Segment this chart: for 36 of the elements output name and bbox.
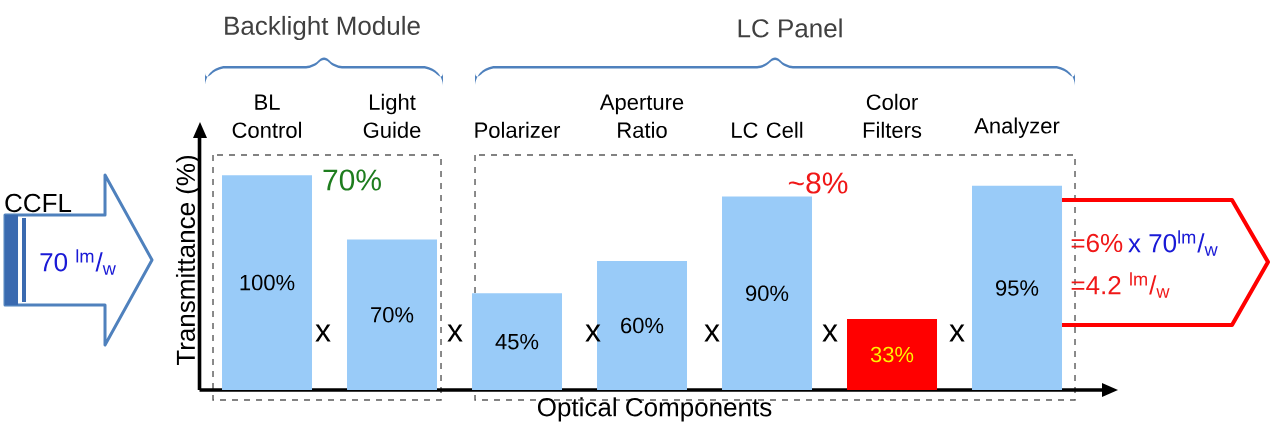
bar	[222, 175, 313, 390]
x-tick-label: LC Cell	[732, 121, 803, 138]
x-tick-label: Aperture Ratio	[599, 94, 684, 138]
annotation: x	[704, 324, 720, 342]
data-label: 45%	[495, 333, 539, 350]
annotation: x	[447, 324, 463, 342]
x-tick-label: Analyzer	[974, 117, 1060, 138]
x-tick-label: BL Control	[232, 94, 301, 138]
y-axis-title: Transmittance (%)	[175, 155, 201, 366]
annotation: x	[315, 324, 331, 342]
annotation: 70%	[323, 169, 381, 191]
text: Backlight Module	[225, 15, 420, 41]
text: LC Panel	[738, 18, 842, 38]
data-label: 70%	[371, 307, 414, 323]
x-tick-label: Color Filters	[863, 93, 922, 138]
bar	[472, 293, 563, 390]
text: CCFL	[5, 193, 72, 213]
annotation: ~8%	[788, 172, 848, 194]
x-tick-label: Polarizer	[475, 121, 561, 138]
data-label: 90%	[746, 285, 789, 302]
annotation: x	[585, 324, 601, 342]
data-label: 60%	[621, 317, 664, 334]
annotation: =4.2 $^{lm}$/$_{w}$	[1071, 272, 1170, 298]
data-label: 33%	[870, 346, 914, 363]
bar	[722, 196, 813, 390]
annotation: x	[822, 324, 838, 342]
annotation: =6%	[1071, 233, 1123, 253]
x-axis-title: Optical Components	[537, 397, 772, 422]
data-label: 95%	[996, 280, 1039, 296]
bar	[347, 239, 438, 390]
text: 70 $^{lm}$/$_{w}$	[40, 249, 116, 275]
x-tick-label: Light Guide	[363, 93, 421, 138]
annotation: x	[949, 324, 965, 342]
text: x 70$^{lm}$/$_{w}$	[1128, 230, 1218, 256]
data-label: 100%	[240, 274, 295, 291]
bar	[847, 319, 938, 390]
